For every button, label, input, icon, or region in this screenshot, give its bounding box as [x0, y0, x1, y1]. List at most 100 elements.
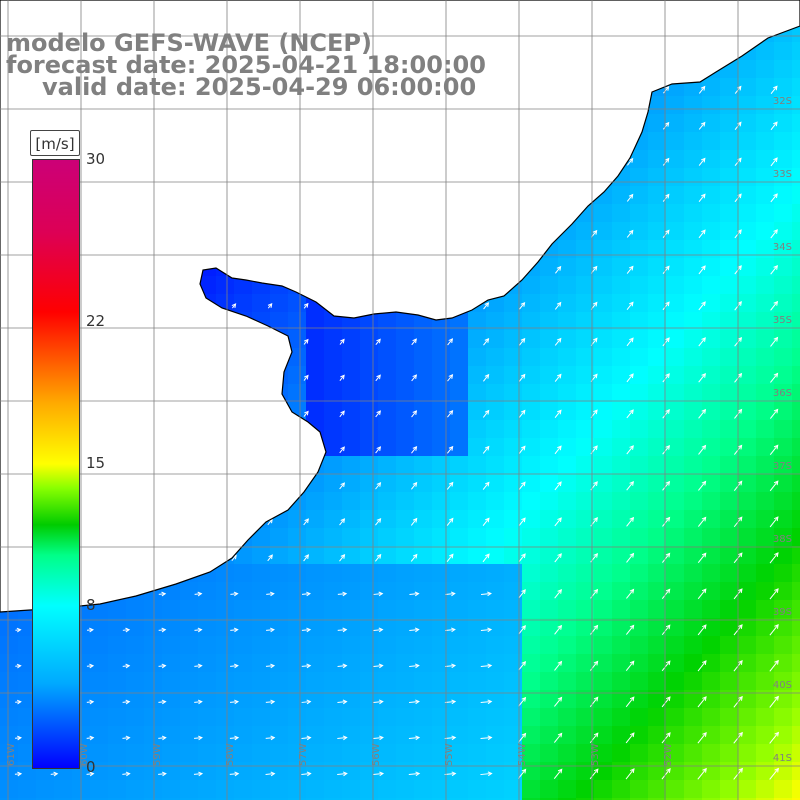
- wind-speed-cell: [108, 618, 126, 636]
- wind-speed-cell: [576, 582, 594, 600]
- longitude-label: 53W: [590, 743, 601, 766]
- wind-speed-cell: [738, 798, 756, 800]
- wind-speed-cell: [360, 330, 378, 348]
- wind-speed-cell: [738, 654, 756, 672]
- wind-speed-cell: [522, 726, 540, 744]
- wind-arrow: [409, 627, 420, 633]
- wind-arrow: [231, 303, 237, 309]
- wind-speed-cell: [756, 708, 774, 726]
- wind-arrow: [769, 695, 779, 708]
- wind-speed-cell: [792, 150, 800, 168]
- wind-speed-cell: [486, 456, 504, 474]
- wind-speed-cell: [666, 654, 684, 672]
- wind-speed-cell: [630, 798, 648, 800]
- wind-speed-cell: [612, 438, 630, 456]
- wind-speed-cell: [702, 528, 720, 546]
- wind-speed-cell: [738, 150, 756, 168]
- wind-arrow: [193, 771, 204, 777]
- wind-speed-cell: [774, 564, 792, 582]
- wind-speed-cell: [558, 708, 576, 726]
- wind-speed-cell: [324, 510, 342, 528]
- wind-speed-cell: [774, 726, 792, 744]
- wind-speed-cell: [792, 618, 800, 636]
- wind-speed-cell: [702, 798, 720, 800]
- wind-speed-cell: [450, 618, 468, 636]
- wind-speed-cell: [666, 276, 684, 294]
- wind-speed-cell: [630, 582, 648, 600]
- wind-speed-cell: [324, 420, 342, 438]
- wind-speed-cell: [774, 96, 792, 114]
- wind-speed-cell: [594, 564, 612, 582]
- wind-speed-cell: [288, 780, 306, 798]
- wind-speed-cell: [738, 402, 756, 420]
- wind-arrow: [518, 481, 526, 491]
- wind-speed-cell: [522, 402, 540, 420]
- wind-speed-cell: [18, 744, 36, 762]
- wind-speed-cell: [576, 708, 594, 726]
- wind-speed-cell: [540, 492, 558, 510]
- wind-speed-cell: [270, 780, 288, 798]
- wind-speed-cell: [468, 564, 486, 582]
- wind-arrow: [266, 627, 275, 633]
- wind-speed-cell: [684, 528, 702, 546]
- wind-speed-cell: [720, 384, 738, 402]
- wind-speed-cell: [162, 798, 180, 800]
- wind-speed-cell: [738, 366, 756, 384]
- longitude-label: 61W: [6, 743, 17, 766]
- wind-speed-cell: [306, 402, 324, 420]
- wind-speed-cell: [630, 168, 648, 186]
- wind-speed-cell: [378, 726, 396, 744]
- wind-speed-cell: [486, 312, 504, 330]
- wind-speed-cell: [486, 582, 504, 600]
- wind-speed-cell: [324, 348, 342, 366]
- wind-speed-cell: [702, 492, 720, 510]
- wind-speed-cell: [360, 600, 378, 618]
- wind-speed-cell: [684, 618, 702, 636]
- wind-arrow: [698, 121, 706, 130]
- wind-speed-cell: [540, 726, 558, 744]
- wind-speed-cell: [630, 348, 648, 366]
- wind-speed-cell: [378, 510, 396, 528]
- wind-speed-cell: [720, 294, 738, 312]
- wind-speed-cell: [306, 798, 324, 800]
- wind-speed-cell: [504, 618, 522, 636]
- wind-arrow: [14, 771, 23, 777]
- wind-arrow: [409, 591, 420, 597]
- wind-speed-cell: [738, 618, 756, 636]
- wind-speed-cell: [540, 474, 558, 492]
- wind-speed-cell: [630, 258, 648, 276]
- wind-speed-cell: [594, 492, 612, 510]
- wind-speed-cell: [342, 456, 360, 474]
- wind-speed-cell: [198, 672, 216, 690]
- wind-speed-cell: [612, 240, 630, 258]
- wind-speed-cell: [288, 798, 306, 800]
- wind-speed-cell: [756, 402, 774, 420]
- wind-arrow: [446, 445, 454, 454]
- wind-speed-cell: [288, 330, 306, 348]
- wind-speed-cell: [774, 744, 792, 762]
- wind-speed-cell: [792, 726, 800, 744]
- wind-speed-cell: [738, 582, 756, 600]
- wind-speed-cell: [612, 330, 630, 348]
- wind-speed-cell: [612, 690, 630, 708]
- wind-speed-cell: [756, 474, 774, 492]
- wind-arrow: [122, 699, 131, 705]
- wind-speed-cell: [702, 546, 720, 564]
- wind-speed-cell: [324, 582, 342, 600]
- wind-speed-cell: [630, 456, 648, 474]
- wind-arrow: [480, 663, 493, 669]
- wind-speed-cell: [414, 492, 432, 510]
- wind-speed-cell: [324, 708, 342, 726]
- wind-arrow: [589, 732, 599, 744]
- wind-speed-cell: [720, 510, 738, 528]
- wind-arrow: [482, 481, 490, 490]
- wind-arrow: [770, 193, 778, 203]
- wind-arrow: [373, 699, 384, 705]
- wind-speed-cell: [684, 510, 702, 528]
- wind-speed-cell: [666, 492, 684, 510]
- wind-speed-cell: [270, 582, 288, 600]
- wind-arrow: [518, 660, 527, 671]
- wind-speed-cell: [360, 582, 378, 600]
- wind-speed-cell: [684, 708, 702, 726]
- wind-speed-cell: [522, 582, 540, 600]
